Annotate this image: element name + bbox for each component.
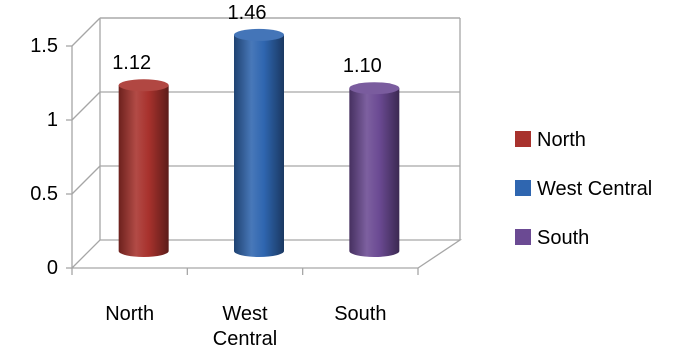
x-axis: North West Central South <box>71 268 419 350</box>
legend-label: West Central <box>537 178 652 200</box>
y-tick-label: 1 <box>47 109 58 131</box>
data-label: 1.10 <box>343 55 382 77</box>
bars <box>118 28 400 258</box>
gridline-depth <box>71 91 101 121</box>
legend-swatch <box>515 229 531 245</box>
bar-top <box>118 79 169 92</box>
gridline-depth <box>71 165 101 195</box>
data-label: 1.12 <box>112 52 151 74</box>
data-labels: 1.12 1.46 1.10 <box>112 2 382 77</box>
legend-label: South <box>537 227 589 249</box>
bar <box>234 34 284 257</box>
data-label: 1.46 <box>228 2 267 24</box>
legend-label: North <box>537 129 586 151</box>
legend-swatch <box>515 131 531 147</box>
x-tick-label: South <box>334 303 386 325</box>
bar-top <box>234 28 284 41</box>
y-axis: 0 0.5 1 1.5 <box>30 35 73 279</box>
bar <box>349 88 400 257</box>
y-tick-label: 0.5 <box>30 183 58 205</box>
legend-swatch <box>515 180 531 196</box>
x-tick-label: West Central <box>213 303 277 350</box>
bar-top <box>349 82 400 95</box>
bar <box>118 85 169 258</box>
x-tick-label: North <box>105 303 154 325</box>
y-tick-label: 1.5 <box>30 35 58 57</box>
gridline-depth <box>71 17 101 47</box>
legend: North West Central South <box>515 129 652 249</box>
y-tick-label: 0 <box>47 257 58 279</box>
